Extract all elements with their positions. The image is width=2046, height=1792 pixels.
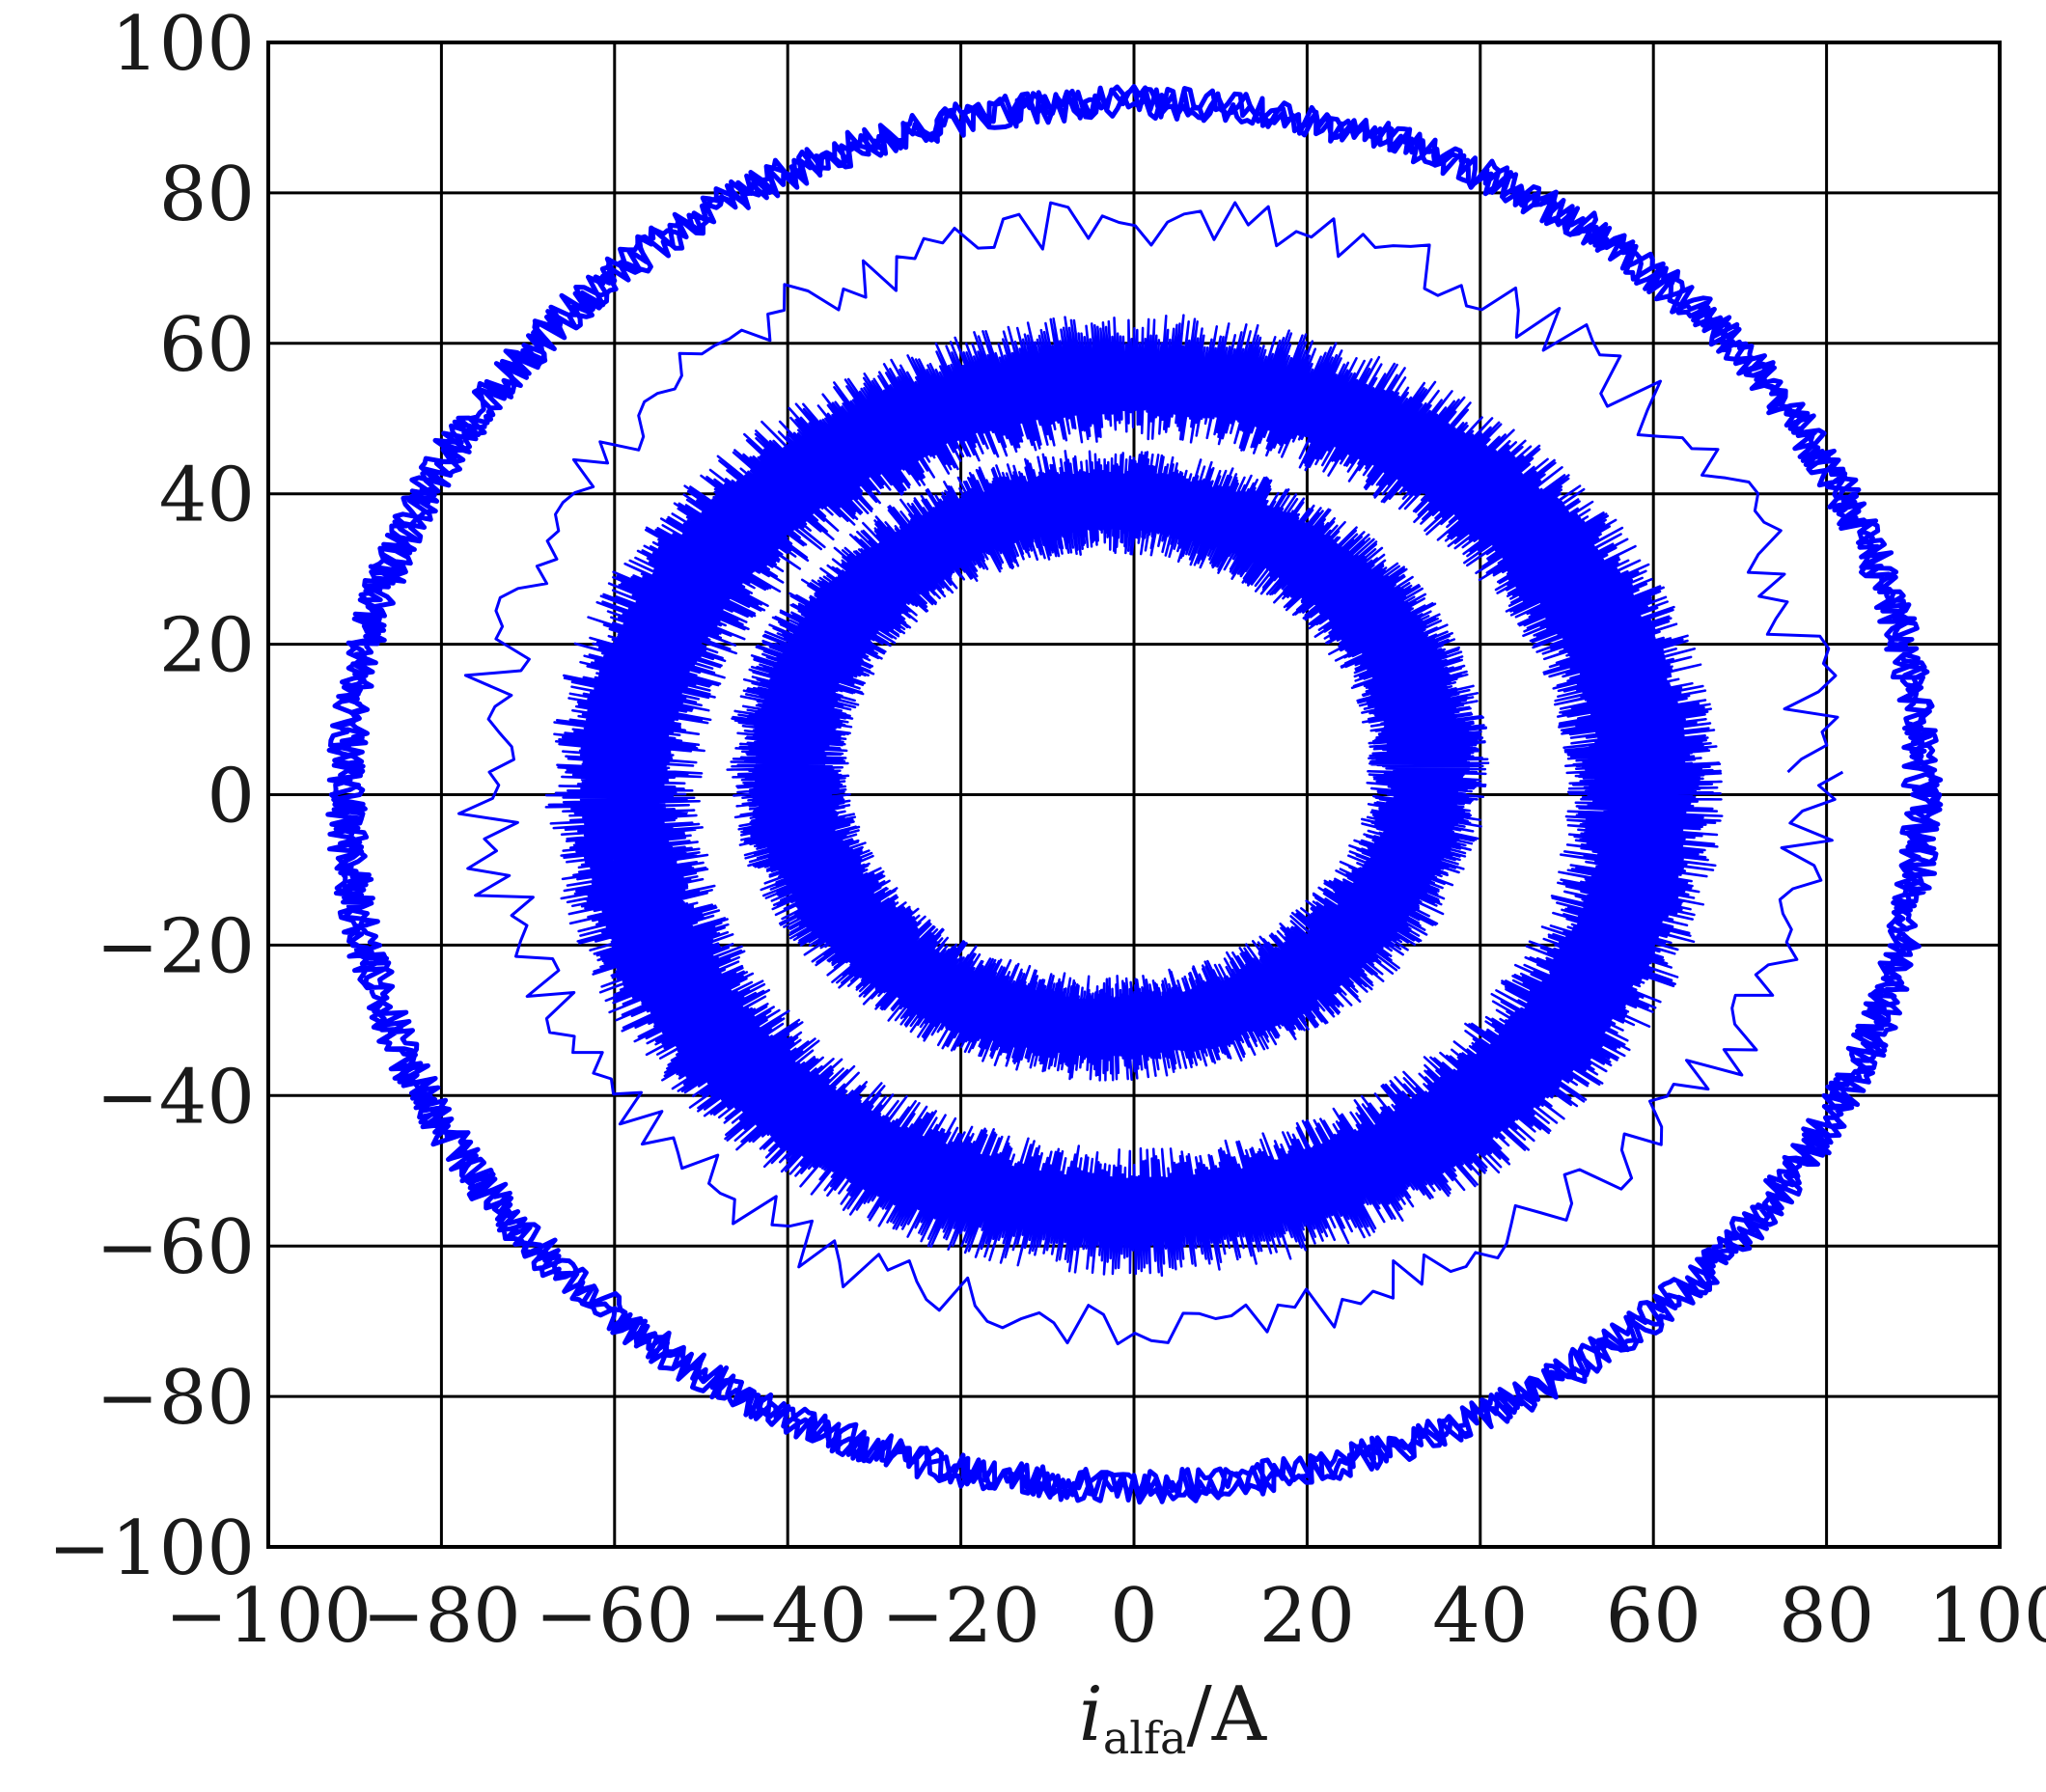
y-tick-label: −40: [96, 1054, 255, 1141]
data-series-2: [544, 314, 1724, 1278]
y-tick-label: 60: [159, 302, 255, 389]
y-tick-label: 100: [111, 1, 255, 88]
y-tick-label: −80: [96, 1355, 255, 1442]
y-tick-label: 0: [207, 754, 255, 841]
x-tick-label: −40: [708, 1573, 868, 1660]
y-tick-labels: −100 −80 −60 −40 −20 0 20 40 60 80 100: [48, 1, 255, 1592]
x-tick-label: 60: [1606, 1573, 1701, 1660]
y-tick-label: 40: [159, 453, 255, 539]
x-tick-label: 100: [1928, 1573, 2046, 1660]
y-tick-label: 80: [159, 152, 255, 238]
x-tick-label: 40: [1432, 1573, 1528, 1660]
y-tick-label: −60: [96, 1204, 255, 1291]
data-series-3: [726, 450, 1490, 1082]
plot-frame: [266, 41, 2002, 1549]
y-tick-label: −20: [96, 903, 255, 990]
x-axis-label-subscript: alfa: [1103, 1712, 1187, 1764]
x-tick-label: −60: [535, 1573, 694, 1660]
x-tick-labels: −100−80−60−40−20 0 20 40 60 80 100: [165, 1573, 2046, 1660]
y-tick-label: 20: [159, 603, 255, 690]
x-axis-label-symbol: i: [1079, 1671, 1103, 1758]
y-tick-label: −100: [48, 1505, 255, 1592]
x-tick-label: −20: [881, 1573, 1040, 1660]
x-tick-label: −100: [165, 1573, 372, 1660]
x-tick-label: 80: [1779, 1573, 1874, 1660]
x-tick-label: 20: [1259, 1573, 1355, 1660]
x-axis-label: ialfa/A: [1079, 1671, 1268, 1764]
grid: [268, 42, 2000, 1547]
x-axis-label-unit: /A: [1186, 1671, 1267, 1758]
x-tick-label: 0: [1110, 1573, 1158, 1660]
data-series-0: [325, 84, 1944, 1505]
plot-area: [325, 84, 1944, 1505]
x-tick-label: −80: [362, 1573, 521, 1660]
data-series-1: [457, 201, 1844, 1346]
